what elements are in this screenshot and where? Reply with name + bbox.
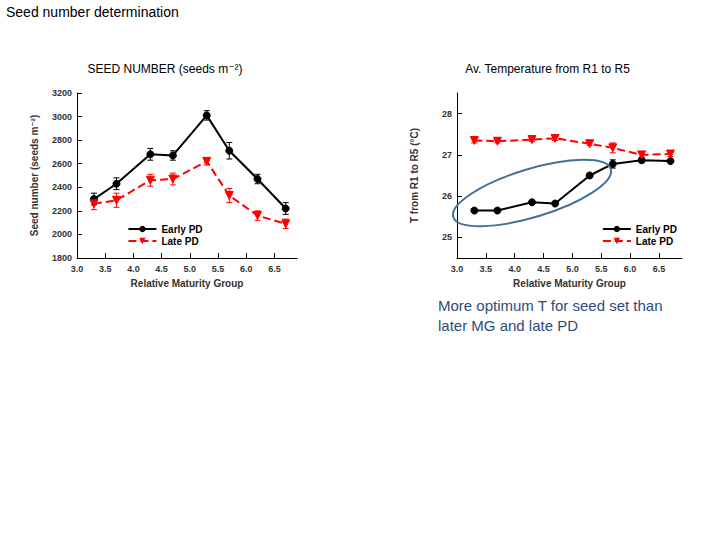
svg-text:25: 25	[442, 232, 452, 242]
svg-text:SEED NUMBER (seeds m⁻²): SEED NUMBER (seeds m⁻²)	[87, 62, 242, 76]
svg-text:T from R1 to R5 (°C): T from R1 to R5 (°C)	[409, 128, 420, 223]
svg-text:4.0: 4.0	[508, 264, 521, 274]
svg-text:3000: 3000	[52, 112, 72, 122]
svg-text:3.5: 3.5	[480, 264, 493, 274]
svg-text:6.0: 6.0	[240, 264, 253, 274]
svg-text:5.5: 5.5	[595, 264, 608, 274]
svg-text:3200: 3200	[52, 88, 72, 98]
svg-text:Late PD: Late PD	[636, 236, 673, 247]
svg-text:Relative Maturity Group: Relative Maturity Group	[131, 278, 244, 289]
svg-text:Av. Temperature from R1 to R5: Av. Temperature from R1 to R5	[465, 62, 630, 76]
svg-text:Early PD: Early PD	[161, 224, 202, 235]
svg-text:Late PD: Late PD	[161, 236, 198, 247]
svg-text:5.0: 5.0	[566, 264, 579, 274]
html-text:More optimum T for seed set th: More optimum T for seed set than later M…	[438, 297, 663, 334]
svg-text:2800: 2800	[52, 135, 72, 145]
svg-text:Relative Maturity Group: Relative Maturity Group	[513, 278, 626, 289]
svg-text:4.5: 4.5	[155, 264, 168, 274]
svg-text:6.5: 6.5	[268, 264, 281, 274]
svg-text:5.5: 5.5	[212, 264, 225, 274]
svg-text:3.0: 3.0	[451, 264, 464, 274]
svg-text:3.0: 3.0	[71, 264, 84, 274]
svg-text:27: 27	[442, 150, 452, 160]
svg-text:Early PD: Early PD	[636, 224, 677, 235]
svg-text:26: 26	[442, 191, 452, 201]
svg-text:6.0: 6.0	[624, 264, 637, 274]
svg-text:3.5: 3.5	[99, 264, 112, 274]
svg-text:5.0: 5.0	[184, 264, 197, 274]
svg-text:6.5: 6.5	[653, 264, 666, 274]
svg-text:Seed number (seeds m⁻²): Seed number (seeds m⁻²)	[29, 115, 40, 236]
svg-text:1800: 1800	[52, 253, 72, 263]
html-text:Seed number determination: Seed number determination	[6, 4, 179, 20]
svg-text:2400: 2400	[52, 182, 72, 192]
svg-text:4.0: 4.0	[127, 264, 140, 274]
svg-text:28: 28	[442, 109, 452, 119]
svg-text:2000: 2000	[52, 229, 72, 239]
svg-text:2600: 2600	[52, 159, 72, 169]
svg-text:4.5: 4.5	[537, 264, 550, 274]
svg-text:2200: 2200	[52, 206, 72, 216]
